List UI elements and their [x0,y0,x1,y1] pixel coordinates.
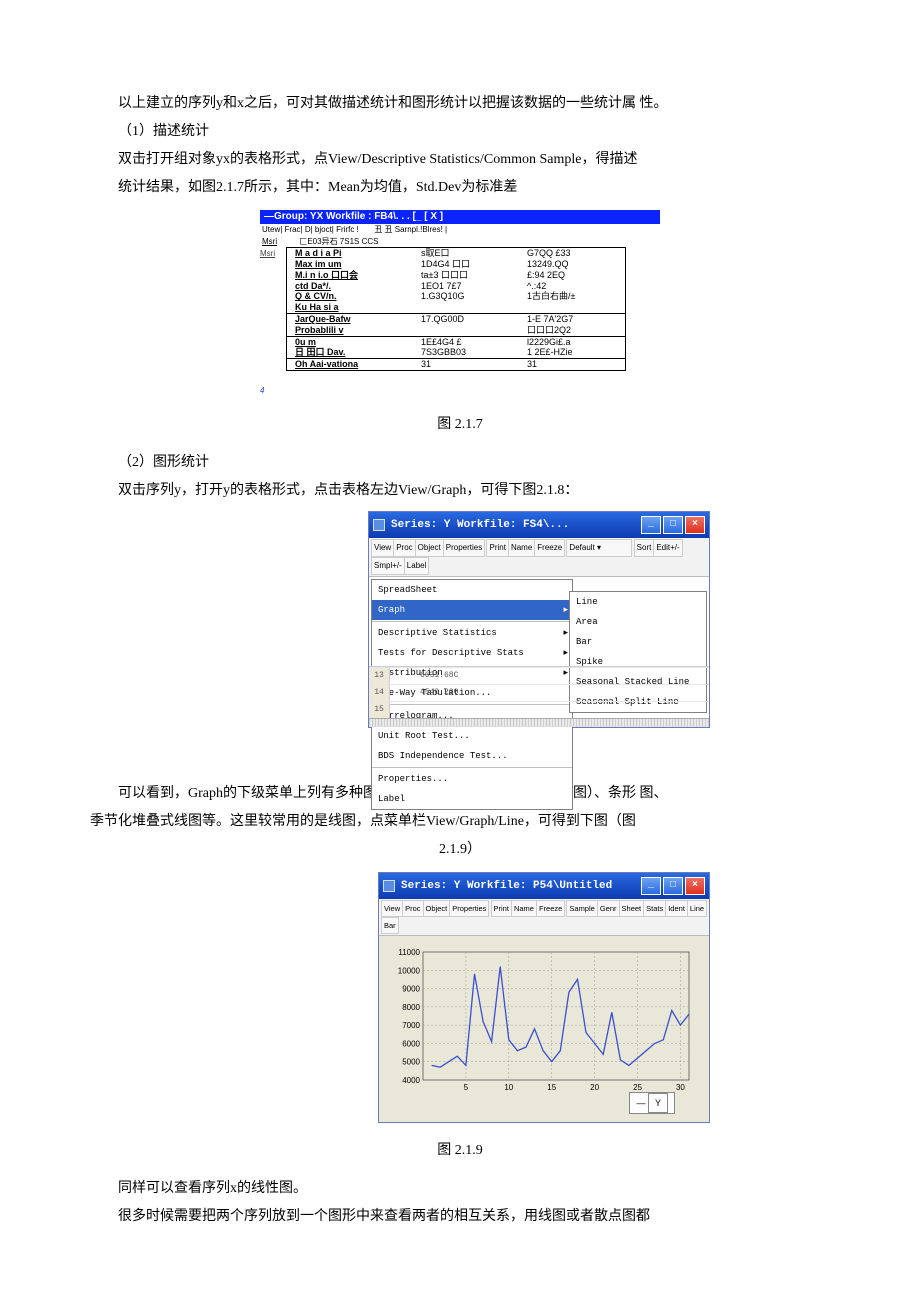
menu-item[interactable]: Tests for Descriptive Stats▸ [372,643,572,663]
toolbar-underline-row: Msri 匚E03异石 7S1S CCS [260,236,660,248]
paragraph: 以上建立的序列y和x之后，可对其做描述统计和图形统计以把握该数据的一些统计属 性… [90,90,830,118]
toolbar-button[interactable]: Ident [665,900,688,917]
svg-text:10: 10 [504,1083,513,1092]
toolbar-button[interactable]: Properties [443,539,485,557]
figure-caption-217: 图 2.1.7 [90,411,830,439]
svg-text:15: 15 [547,1083,556,1092]
toolbar-button[interactable]: View [371,539,394,557]
series-window-titlebar[interactable]: Series: Y Workfile: P54\Untitled _ □ × [379,873,709,899]
toolbar-button[interactable]: Object [423,900,451,917]
toolbar-button[interactable]: Stats [643,900,666,917]
toolbar-row: Utew| Frac| D| bjoct| Frirfc ! 丑 丑 Sarnp… [260,224,660,236]
minimize-button[interactable]: _ [641,877,661,895]
toolbar-button[interactable]: Genr [597,900,620,917]
toolbar-button[interactable]: View [381,900,403,917]
window-icon [373,519,385,531]
toolbar-button[interactable]: Edit+/- [653,539,682,557]
menu-item[interactable]: Unit Root Test... [372,726,572,746]
section-heading-1: （1）描述统计 [90,118,830,146]
toolbar-button[interactable]: Proc [393,539,415,557]
chart-legend: — Y [385,1092,701,1114]
svg-text:20: 20 [590,1083,599,1092]
minimize-button[interactable]: _ [641,516,661,534]
svg-text:5000: 5000 [402,1058,420,1067]
toolbar: ViewProcObjectProperties PrintNameFreeze… [379,899,709,936]
toolbar-button[interactable]: Proc [402,900,423,917]
descriptive-stats-table: M a d i a Pis取E口G7QQ £33Max im um1D4G4 口… [286,247,626,371]
figure-2-1-7: —Group: YX Workfile : FB4\. . . [_ [ X ]… [260,210,660,397]
toolbar-button[interactable]: Smpl+/- [371,557,405,575]
paragraph-center: 2.1.9） [90,836,830,864]
group-window-titlebar: —Group: YX Workfile : FB4\. . . [_ [ X ] [260,210,660,224]
maximize-button[interactable]: □ [663,877,683,895]
svg-text:4000: 4000 [402,1076,420,1085]
menu-item[interactable]: Descriptive Statistics▸ [372,623,572,643]
toolbar-button[interactable]: Freeze [534,539,565,557]
toolbar-button[interactable]: Sort [634,539,655,557]
toolbar-button[interactable]: Sheet [619,900,645,917]
toolbar-button[interactable]: Name [511,900,537,917]
toolbar-button[interactable]: Bar [381,917,399,934]
figure-2-1-9: Series: Y Workfile: P54\Untitled _ □ × V… [378,872,710,1123]
svg-text:30: 30 [676,1083,685,1092]
series-window-titlebar[interactable]: Series: Y Workfile: FS4\... _ □ × [369,512,709,538]
toolbar-button[interactable]: Print [486,539,508,557]
msri-label: Msri [262,237,277,246]
menu-item[interactable]: BDS Independence Test... [372,746,572,766]
svg-text:7000: 7000 [402,1021,420,1030]
svg-text:10000: 10000 [398,966,421,975]
toolbar-button[interactable]: Object [415,539,444,557]
toolbar-button[interactable]: Line [687,900,707,917]
window-title: Series: Y Workfile: FS4\... [391,514,639,536]
toolbar-button[interactable]: Sample [566,900,597,917]
toolbar-left: Utew| Frac| D| bjoct| Frirfc ! [262,225,359,234]
paragraph: 很多时候需要把两个序列放到一个图形中来查看两者的相互关系，用线图或者散点图都 [90,1203,830,1231]
msri-side-label: Msri [260,249,275,259]
svg-text:5: 5 [464,1083,469,1092]
menu-item[interactable]: SpreadSheet [372,580,572,600]
window-title: Series: Y Workfile: P54\Untitled [401,875,639,897]
toolbar-button[interactable]: Default ▾ [566,539,632,557]
submenu-item[interactable]: Bar [570,632,706,652]
svg-text:9000: 9000 [402,985,420,994]
menu-item[interactable]: Properties... [372,769,572,789]
toolbar-button[interactable]: Name [508,539,535,557]
menu-item[interactable]: Graph▸ [372,600,572,620]
submenu-item[interactable]: Area [570,612,706,632]
figure-2-1-8: Series: Y Workfile: FS4\... _ □ × ViewPr… [368,511,710,728]
paragraph: 双击序列y，打开y的表格形式，点击表格左边View/Graph，可得下图2.1.… [90,477,830,505]
toolbar-button[interactable]: Freeze [536,900,565,917]
section-heading-2: （2）图形统计 [90,449,830,477]
paragraph: 双击打开组对象yx的表格形式，点View/Descriptive Statist… [90,146,830,174]
window-icon [383,880,395,892]
maximize-button[interactable]: □ [663,516,683,534]
paragraph: 同样可以查看序列x的线性图。 [90,1175,830,1203]
foot-number: 4 [260,386,264,396]
toolbar-button[interactable]: Properties [449,900,489,917]
svg-text:25: 25 [633,1083,642,1092]
svg-text:11000: 11000 [398,948,420,957]
paragraph: 统计结果，如图2.1.7所示，其中：Mean为均值，Std.Dev为标准差 [90,174,830,202]
toolbar-button[interactable]: Print [491,900,512,917]
toolbar: ViewProcObjectProperties PrintNameFreeze… [369,538,709,577]
toolbar-button[interactable]: Label [404,557,430,575]
sample-range: 匚E03异石 7S1S CCS [299,237,378,246]
paragraph: 季节化堆叠式线图等。这里较常用的是线图，点菜单栏View/Graph/Line，… [90,808,830,836]
sample-label: 丑 丑 Sarnpl.!Blres! | [374,225,447,234]
legend-label: Y [648,1093,668,1113]
line-chart: 4000 5000 6000 7000 8000 9000 10000 11000 5 10 15 2… [379,936,709,1122]
menu-item[interactable]: Label [372,789,572,809]
submenu-item[interactable]: Line [570,592,706,612]
close-button[interactable]: × [685,877,705,895]
svg-text:6000: 6000 [402,1040,420,1049]
svg-text:8000: 8000 [402,1003,420,1012]
close-button[interactable]: × [685,516,705,534]
spreadsheet-preview: 136631.68C144540.20015 [369,666,709,727]
figure-caption-219: 图 2.1.9 [90,1137,830,1165]
